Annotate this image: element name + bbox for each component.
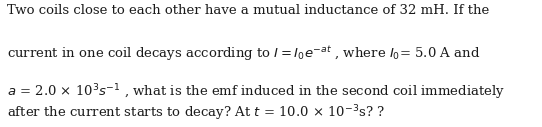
Text: $a$ = 2.0 × 10$^3$$s^{-1}$ , what is the emf induced in the second coil immediat: $a$ = 2.0 × 10$^3$$s^{-1}$ , what is the… xyxy=(7,83,505,102)
Text: current in one coil decays according to $I = I_0e^{-at}$ , where $I_0$= 5.0 A an: current in one coil decays according to … xyxy=(7,44,480,63)
Text: Two coils close to each other have a mutual inductance of 32 mH. If the: Two coils close to each other have a mut… xyxy=(7,4,489,17)
Text: after the current starts to decay? At $t$ = 10.0 × 10$^{-3}$s? ?: after the current starts to decay? At $t… xyxy=(7,104,385,123)
